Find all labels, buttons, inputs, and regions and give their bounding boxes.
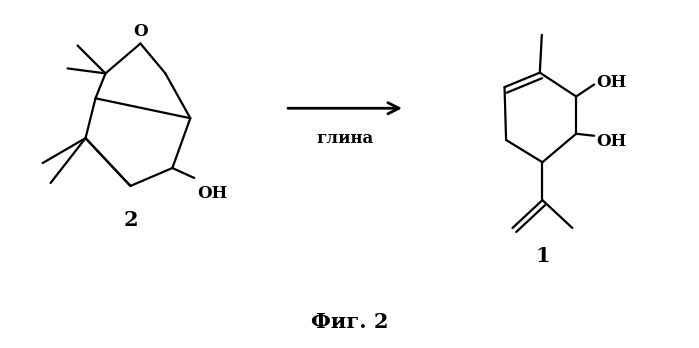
Text: глина: глина (317, 130, 374, 147)
Text: OH: OH (596, 133, 626, 150)
Text: OH: OH (197, 185, 228, 202)
Text: Фиг. 2: Фиг. 2 (311, 313, 389, 332)
Text: 1: 1 (535, 246, 550, 266)
Text: O: O (133, 23, 147, 40)
Text: OH: OH (596, 74, 626, 91)
Text: 2: 2 (123, 210, 138, 230)
